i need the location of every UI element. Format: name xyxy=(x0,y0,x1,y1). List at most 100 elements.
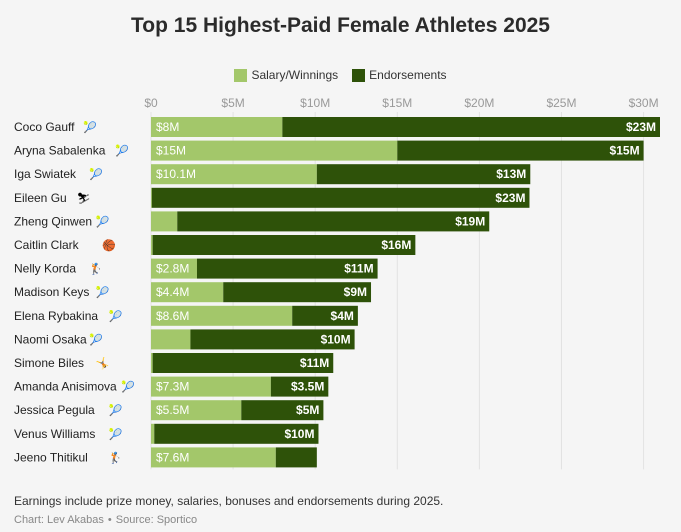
category-label: Iga Swiatek xyxy=(14,167,77,181)
sport-icon-golf: 🏌 xyxy=(109,451,123,464)
legend-item-endorsements: Endorsements xyxy=(352,68,447,82)
sport-icon-tennis: 🎾 xyxy=(83,120,97,134)
category-label: Eileen Gu xyxy=(14,191,67,205)
bar-endorsements xyxy=(223,282,372,303)
category-label: Aryna Sabalenka xyxy=(14,144,106,158)
bar-salary xyxy=(151,353,153,373)
data-label-endorsements: $10M xyxy=(321,332,351,346)
bar-salary xyxy=(151,423,155,444)
bar-endorsements xyxy=(177,211,490,232)
bar-endorsements xyxy=(316,164,531,185)
data-label-endorsements: $23M xyxy=(626,120,656,134)
category-label: Nelly Korda xyxy=(14,262,76,276)
legend-label-endorsements: Endorsements xyxy=(369,68,447,82)
category-label: Simone Biles xyxy=(14,356,84,370)
data-label-salary: $10.1M xyxy=(156,167,196,181)
sport-icon-golf: 🏌 xyxy=(89,263,103,276)
bar-salary xyxy=(151,164,317,185)
data-label-endorsements: $23M xyxy=(495,191,525,205)
legend: Salary/Winnings Endorsements xyxy=(0,68,681,82)
bar-salary xyxy=(151,235,153,255)
x-tick-label: $15M xyxy=(382,96,412,110)
category-label: Madison Keys xyxy=(14,285,89,299)
bar-salary xyxy=(151,305,293,326)
legend-swatch-endorsements xyxy=(352,68,366,82)
bar-endorsements xyxy=(397,140,644,161)
chart-title: Top 15 Highest-Paid Female Athletes 2025 xyxy=(131,14,550,37)
bar-endorsements xyxy=(154,423,319,444)
category-label: Amanda Anisimova xyxy=(14,380,117,394)
legend-swatch-salary xyxy=(234,68,248,82)
credit-line: Chart: Lev Akabas • Source: Sportico xyxy=(14,514,201,526)
chart-source: Source: Sportico xyxy=(115,514,198,526)
bar-salary xyxy=(151,211,178,232)
bar-salary xyxy=(151,187,152,208)
bar-endorsements xyxy=(190,329,355,350)
credit-separator: • xyxy=(107,514,112,526)
bar-salary xyxy=(151,400,242,421)
data-label-salary: $7.6M xyxy=(156,450,189,464)
data-label-endorsements: $4M xyxy=(331,309,354,323)
data-label-endorsements: $10M xyxy=(284,427,314,441)
data-label-endorsements: $11M xyxy=(300,356,329,370)
category-label: Jessica Pegula xyxy=(14,403,95,417)
bar-endorsements xyxy=(270,376,329,397)
bar-salary xyxy=(151,258,197,279)
sport-icon-tennis: 🎾 xyxy=(109,427,123,441)
category-label: Elena Rybakina xyxy=(14,309,98,323)
bar-endorsements xyxy=(292,305,358,326)
bar-salary xyxy=(151,376,271,397)
bar-salary xyxy=(151,282,224,303)
bar-endorsements xyxy=(241,400,324,421)
sport-icon-tennis: 🎾 xyxy=(89,167,103,181)
chart-author: Chart: Lev Akabas xyxy=(14,514,104,526)
data-label-salary: $7.3M xyxy=(156,380,189,394)
data-label-salary: $5.5M xyxy=(156,403,189,417)
bar-endorsements xyxy=(196,258,378,279)
sport-icon-basketball: 🏀 xyxy=(102,238,116,253)
legend-item-salary: Salary/Winnings xyxy=(234,68,338,82)
bar-endorsements xyxy=(282,117,660,137)
data-label-endorsements: $3.5M xyxy=(291,380,324,394)
bar-endorsements xyxy=(275,447,317,468)
bar-chart: $0 $5M $10M $15M $20M $25M $30M Coco Gauff 🎾 $8M $… xyxy=(14,96,660,470)
data-label-endorsements: $16M xyxy=(381,238,411,252)
data-label-salary: $8.6M xyxy=(156,309,189,323)
category-label: Zheng Qinwen xyxy=(14,214,92,228)
category-label: Jeeno Thitikul xyxy=(14,450,88,464)
x-tick-label: $10M xyxy=(300,96,330,110)
data-label-salary: $15M xyxy=(156,144,186,158)
data-label-salary: $4.4M xyxy=(156,285,189,299)
category-label: Naomi Osaka xyxy=(14,332,87,346)
sport-icon-tennis: 🎾 xyxy=(96,285,110,299)
bar-endorsements xyxy=(151,187,530,208)
data-label-endorsements: $19M xyxy=(455,214,485,228)
bar-salary xyxy=(151,447,276,468)
x-tick-label: $25M xyxy=(546,96,576,110)
bar-salary xyxy=(151,140,398,161)
x-tick-label: $20M xyxy=(464,96,494,110)
sport-icon-tennis: 🎾 xyxy=(109,309,123,323)
x-tick-label: $30M xyxy=(629,96,659,110)
legend-label-salary: Salary/Winnings xyxy=(251,68,339,82)
sport-icon-tennis: 🎾 xyxy=(89,332,103,346)
sport-icon-tennis: 🎾 xyxy=(96,214,110,228)
sport-icon-gymnastics: 🤸 xyxy=(96,357,110,370)
footnote: Earnings include prize money, salaries, … xyxy=(14,494,444,508)
bar-endorsements xyxy=(152,353,334,373)
bar-salary xyxy=(151,117,283,137)
sport-icon-tennis: 🎾 xyxy=(121,380,135,394)
data-label-endorsements: $15M xyxy=(610,144,640,158)
data-label-endorsements: $11M xyxy=(344,262,373,276)
sport-icon-skiing: ⛷ xyxy=(77,192,91,205)
data-label-salary: $8M xyxy=(156,120,179,134)
sport-icon-tennis: 🎾 xyxy=(109,403,123,417)
x-tick-label: $0 xyxy=(144,96,158,110)
data-label-endorsements: $5M xyxy=(296,403,319,417)
data-label-endorsements: $13M xyxy=(496,167,526,181)
x-tick-label: $5M xyxy=(221,96,244,110)
bar-endorsements xyxy=(152,235,416,255)
bar-salary xyxy=(151,329,191,350)
category-label: Caitlin Clark xyxy=(14,238,80,252)
data-label-endorsements: $9M xyxy=(344,285,367,299)
